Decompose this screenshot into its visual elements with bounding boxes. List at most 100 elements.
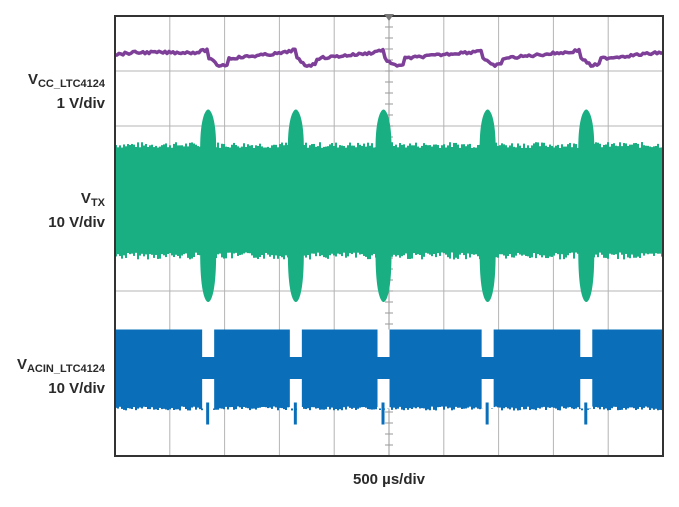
vacin-noise: [363, 405, 365, 408]
vtx-noise: [615, 251, 617, 255]
vtx-noise: [167, 251, 169, 255]
vtx-noise: [117, 251, 119, 255]
vtx-noise: [601, 251, 603, 255]
vtx-noise: [617, 251, 619, 259]
vtx-noise: [403, 251, 405, 256]
vtx-noise: [571, 147, 573, 149]
vtx-noise: [509, 251, 511, 255]
trigger-marker-icon: [384, 14, 394, 21]
vtx-noise: [611, 251, 613, 255]
vtx-noise: [533, 251, 535, 254]
vtx-noise: [615, 145, 617, 149]
vacin-noise: [469, 405, 471, 407]
vtx-noise: [625, 251, 627, 254]
vacin-noise: [193, 405, 195, 407]
vtx-noise: [623, 251, 625, 260]
vtx-noise: [303, 251, 305, 256]
vtx-noise: [315, 251, 317, 257]
vtx-noise: [225, 146, 227, 149]
vtx-noise: [173, 143, 175, 149]
vtx-noise: [227, 146, 229, 149]
trace-vcc: [114, 47, 664, 68]
vtx-noise: [635, 251, 637, 258]
vacin-noise: [423, 405, 425, 409]
vacin-noise: [287, 405, 289, 408]
vtx-noise: [643, 251, 645, 256]
vacin-noise: [135, 405, 137, 411]
vtx-noise: [281, 142, 283, 149]
vacin-noise: [305, 405, 307, 410]
vtx-noise: [413, 145, 415, 149]
vtx-noise: [307, 251, 309, 256]
vacin-noise: [217, 405, 219, 410]
vtx-noise: [267, 251, 269, 255]
vtx-noise: [179, 251, 181, 259]
vtx-noise: [525, 147, 527, 149]
vtx-noise: [455, 142, 457, 149]
vacin-noise: [475, 405, 477, 408]
vtx-noise: [613, 251, 615, 255]
vacin-noise: [403, 405, 405, 411]
scale-vtx: 10 V/div: [48, 214, 105, 231]
vtx-noise: [427, 145, 429, 149]
vacin-noise: [221, 405, 223, 409]
vtx-noise: [349, 142, 351, 149]
vacin-spike: [584, 402, 588, 425]
vtx-noise: [513, 251, 515, 258]
vtx-noise: [639, 147, 641, 149]
vacin-noise: [519, 405, 521, 411]
vacin-noise: [227, 405, 229, 410]
vtx-noise: [421, 145, 423, 149]
vtx-noise: [215, 147, 217, 149]
vacin-noise: [573, 405, 575, 410]
vtx-noise: [165, 143, 167, 149]
vtx-noise: [117, 147, 119, 149]
vacin-noise: [313, 405, 315, 408]
vacin-noise: [399, 405, 401, 407]
vtx-noise: [199, 146, 201, 149]
vtx-burst-bottom: [375, 252, 392, 302]
vtx-noise: [623, 143, 625, 149]
vtx-noise: [433, 144, 435, 149]
vtx-noise: [477, 145, 479, 149]
vtx-noise: [137, 251, 139, 260]
vtx-noise: [135, 251, 137, 253]
vtx-noise: [535, 251, 537, 259]
vacin-noise: [215, 405, 217, 410]
vtx-noise: [403, 144, 405, 149]
vtx-noise: [507, 251, 509, 256]
vtx-noise: [237, 146, 239, 149]
vtx-noise: [411, 145, 413, 149]
vacin-noise: [417, 405, 419, 408]
vtx-noise: [457, 251, 459, 259]
vtx-noise: [617, 146, 619, 149]
vtx-noise: [175, 142, 177, 149]
vacin-noise: [121, 405, 123, 409]
vtx-noise: [309, 251, 311, 260]
vtx-noise: [261, 251, 263, 256]
vacin-noise: [659, 405, 661, 410]
vtx-noise: [167, 147, 169, 149]
vacin-noise: [529, 405, 531, 411]
vtx-noise: [275, 251, 277, 256]
vtx-noise: [125, 146, 127, 149]
vacin-noise: [155, 405, 157, 410]
vtx-noise: [631, 251, 633, 255]
vtx-noise: [627, 145, 629, 149]
vacin-noise: [117, 405, 119, 409]
vtx-noise: [419, 251, 421, 255]
vacin-noise: [229, 405, 231, 408]
vtx-noise: [645, 251, 647, 254]
vtx-noise: [333, 251, 335, 256]
vacin-noise: [543, 405, 545, 407]
vtx-noise: [141, 142, 143, 149]
vtx-noise: [277, 251, 279, 259]
vtx-noise: [459, 147, 461, 149]
vacin-noise: [273, 405, 275, 407]
vtx-noise: [435, 251, 437, 258]
vtx-noise: [621, 146, 623, 149]
vacin-noise: [565, 405, 567, 409]
vacin-noise: [629, 405, 631, 408]
vtx-noise: [253, 147, 255, 149]
vacin-noise: [353, 405, 355, 408]
